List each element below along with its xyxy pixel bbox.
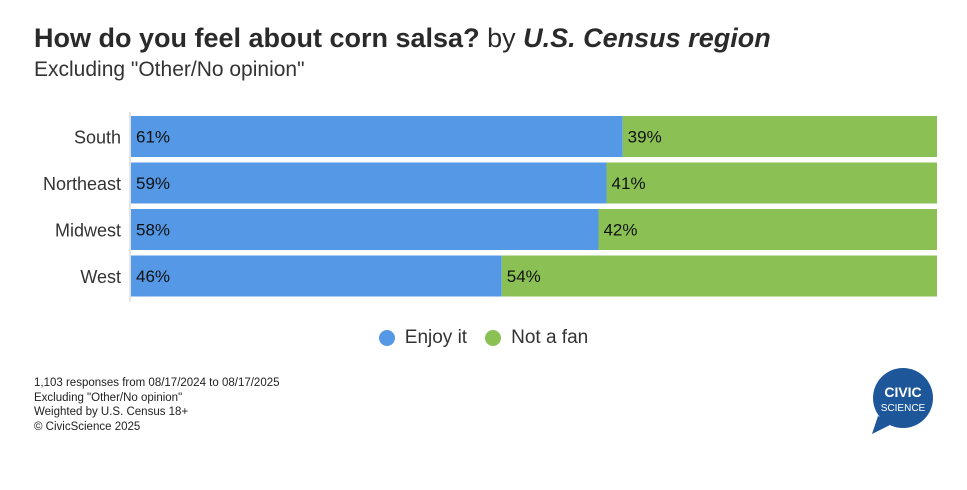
legend-swatch-not-a-fan	[485, 330, 502, 346]
stacked-bar-chart: 61% 39% South 59% 41% Northeast 58% 42% Midwest 4…	[43, 112, 937, 302]
bar-midwest-enjoy-it	[131, 209, 599, 250]
footer-line-excluding: Excluding "Other/No opinion"	[34, 391, 183, 404]
data-label-west-not-a-fan: 54%	[507, 267, 541, 286]
data-label-northeast-enjoy-it: 59%	[136, 174, 170, 193]
footer-line-copyright: © CivicScience 2025	[34, 420, 141, 433]
logo-text-science: SCIENCE	[881, 403, 926, 414]
data-label-midwest-enjoy-it: 58%	[136, 221, 170, 240]
legend-item-enjoy: Enjoy it	[378, 327, 468, 349]
category-label-south: South	[74, 128, 121, 148]
bar-midwest-not-a-fan	[598, 209, 937, 250]
category-label-midwest: Midwest	[55, 221, 121, 241]
category-label-northeast: Northeast	[43, 174, 121, 194]
bar-northeast-enjoy-it	[131, 162, 607, 204]
civicscience-logo: CIVIC SCIENCE	[872, 368, 933, 434]
category-label-west: West	[80, 267, 121, 287]
logo-circle	[873, 368, 933, 428]
footer-line-responses: 1,103 responses from 08/17/2024 to 08/17…	[34, 377, 280, 389]
bar-west-not-a-fan	[501, 255, 937, 297]
bar-south-not-a-fan	[622, 116, 937, 157]
chart-subtitle: Excluding "Other/No opinion"	[34, 58, 305, 81]
data-label-south-enjoy-it: 61%	[136, 128, 170, 147]
data-label-west-enjoy-it: 46%	[136, 267, 170, 286]
legend-label-not-a-fan: Not a fan	[511, 327, 589, 348]
title-by: by	[487, 23, 516, 53]
bar-west-enjoy-it	[131, 255, 502, 297]
data-label-south-not-a-fan: 39%	[628, 128, 662, 147]
chart-legend: Enjoy it Not a fan	[0, 327, 967, 349]
data-label-midwest-not-a-fan: 42%	[603, 221, 637, 240]
legend-label-enjoy: Enjoy it	[404, 327, 468, 348]
legend-swatch-enjoy	[378, 330, 395, 346]
chart-title: How do you feel about corn salsa? by U.S…	[34, 22, 771, 54]
data-label-northeast-not-a-fan: 41%	[612, 174, 646, 193]
footer-line-weighting: Weighted by U.S. Census 18+	[34, 406, 189, 418]
bar-south-enjoy-it	[131, 116, 623, 157]
legend-item-not-a-fan: Not a fan	[485, 327, 588, 349]
title-region: U.S. Census region	[523, 23, 771, 53]
bar-northeast-not-a-fan	[606, 162, 937, 204]
title-main: How do you feel about corn salsa?	[34, 23, 480, 53]
logo-text-civic: CIVIC	[884, 384, 921, 400]
logo-tail	[872, 416, 892, 434]
footer-notes: 1,103 responses from 08/17/2024 to 08/17…	[34, 376, 280, 434]
